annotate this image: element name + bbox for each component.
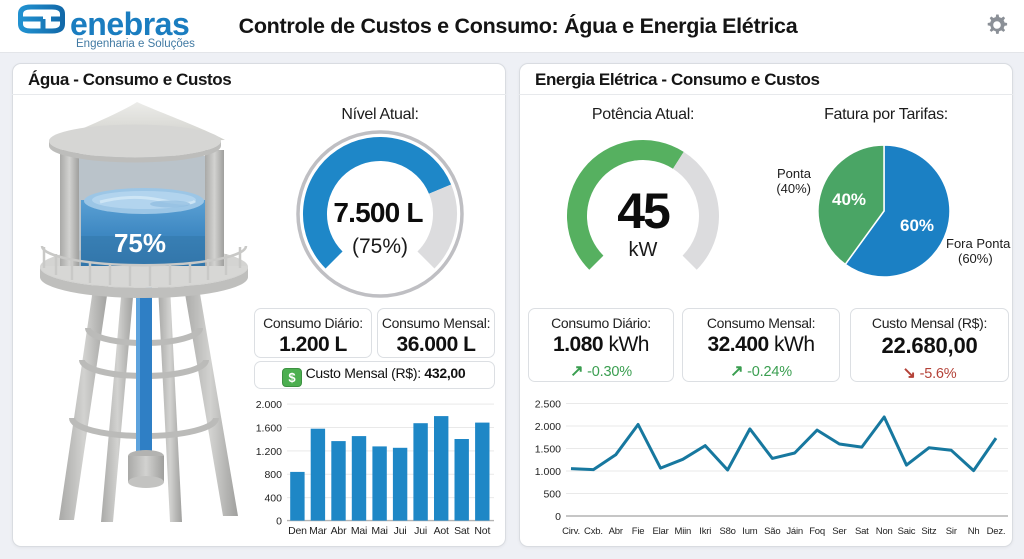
svg-text:Foq: Foq xyxy=(809,526,825,537)
svg-text:Mai: Mai xyxy=(371,525,387,537)
svg-text:2.500: 2.500 xyxy=(535,399,561,411)
svg-text:S8o: S8o xyxy=(719,526,735,537)
svg-text:Elar: Elar xyxy=(652,526,668,537)
svg-text:Cxb.: Cxb. xyxy=(584,526,603,537)
svg-text:Abr: Abr xyxy=(331,525,347,537)
svg-text:400: 400 xyxy=(264,493,282,505)
svg-text:2.000: 2.000 xyxy=(535,421,561,433)
svg-text:Fie: Fie xyxy=(632,526,645,537)
svg-text:Den: Den xyxy=(288,525,307,537)
svg-text:Ponta: Ponta xyxy=(777,166,812,181)
svg-text:Sitz: Sitz xyxy=(921,526,936,537)
svg-text:Non: Non xyxy=(876,526,893,537)
svg-text:Ikri: Ikri xyxy=(699,526,711,537)
svg-text:Cirv.: Cirv. xyxy=(562,526,580,537)
svg-text:Saic: Saic xyxy=(898,526,916,537)
svg-text:Aot: Aot xyxy=(434,525,449,537)
svg-text:(75%): (75%) xyxy=(352,235,408,258)
svg-text:Dez.: Dez. xyxy=(987,526,1006,537)
svg-text:1.500: 1.500 xyxy=(535,444,561,456)
svg-text:Miin: Miin xyxy=(674,526,691,537)
svg-text:Sir: Sir xyxy=(946,526,957,537)
svg-text:Sat: Sat xyxy=(855,526,869,537)
svg-text:enebras: enebras xyxy=(70,6,189,42)
svg-text:(60%): (60%) xyxy=(958,251,993,266)
svg-text:Abr: Abr xyxy=(609,526,623,537)
svg-text:0: 0 xyxy=(555,511,561,523)
svg-text:45: 45 xyxy=(617,183,670,239)
svg-text:60%: 60% xyxy=(900,216,934,235)
svg-text:Sat: Sat xyxy=(454,525,469,537)
svg-text:1.200: 1.200 xyxy=(256,446,282,458)
svg-text:500: 500 xyxy=(543,489,561,501)
svg-text:Not: Not xyxy=(474,525,490,537)
svg-text:Jui: Jui xyxy=(414,525,427,537)
svg-text:São: São xyxy=(764,526,780,537)
svg-text:2.000: 2.000 xyxy=(256,399,282,411)
svg-text:800: 800 xyxy=(264,469,282,481)
svg-text:75%: 75% xyxy=(114,228,166,258)
svg-text:0: 0 xyxy=(276,516,282,528)
svg-text:Engenharia e Soluções: Engenharia e Soluções xyxy=(76,38,195,50)
svg-text:Jui: Jui xyxy=(394,525,407,537)
svg-text:7.500 L: 7.500 L xyxy=(333,197,423,228)
svg-text:kW: kW xyxy=(629,239,658,261)
svg-text:1.600: 1.600 xyxy=(256,422,282,434)
svg-text:1.000: 1.000 xyxy=(535,466,561,478)
svg-text:Ium: Ium xyxy=(742,526,758,537)
svg-text:(40%): (40%) xyxy=(776,181,811,196)
svg-text:Jáin: Jáin xyxy=(786,526,803,537)
svg-text:Nh: Nh xyxy=(968,526,980,537)
svg-text:Mar: Mar xyxy=(309,525,327,537)
svg-text:Fora Ponta: Fora Ponta xyxy=(946,236,1011,251)
svg-text:Mai: Mai xyxy=(351,525,367,537)
svg-text:Ser: Ser xyxy=(832,526,846,537)
svg-text:40%: 40% xyxy=(832,190,866,209)
